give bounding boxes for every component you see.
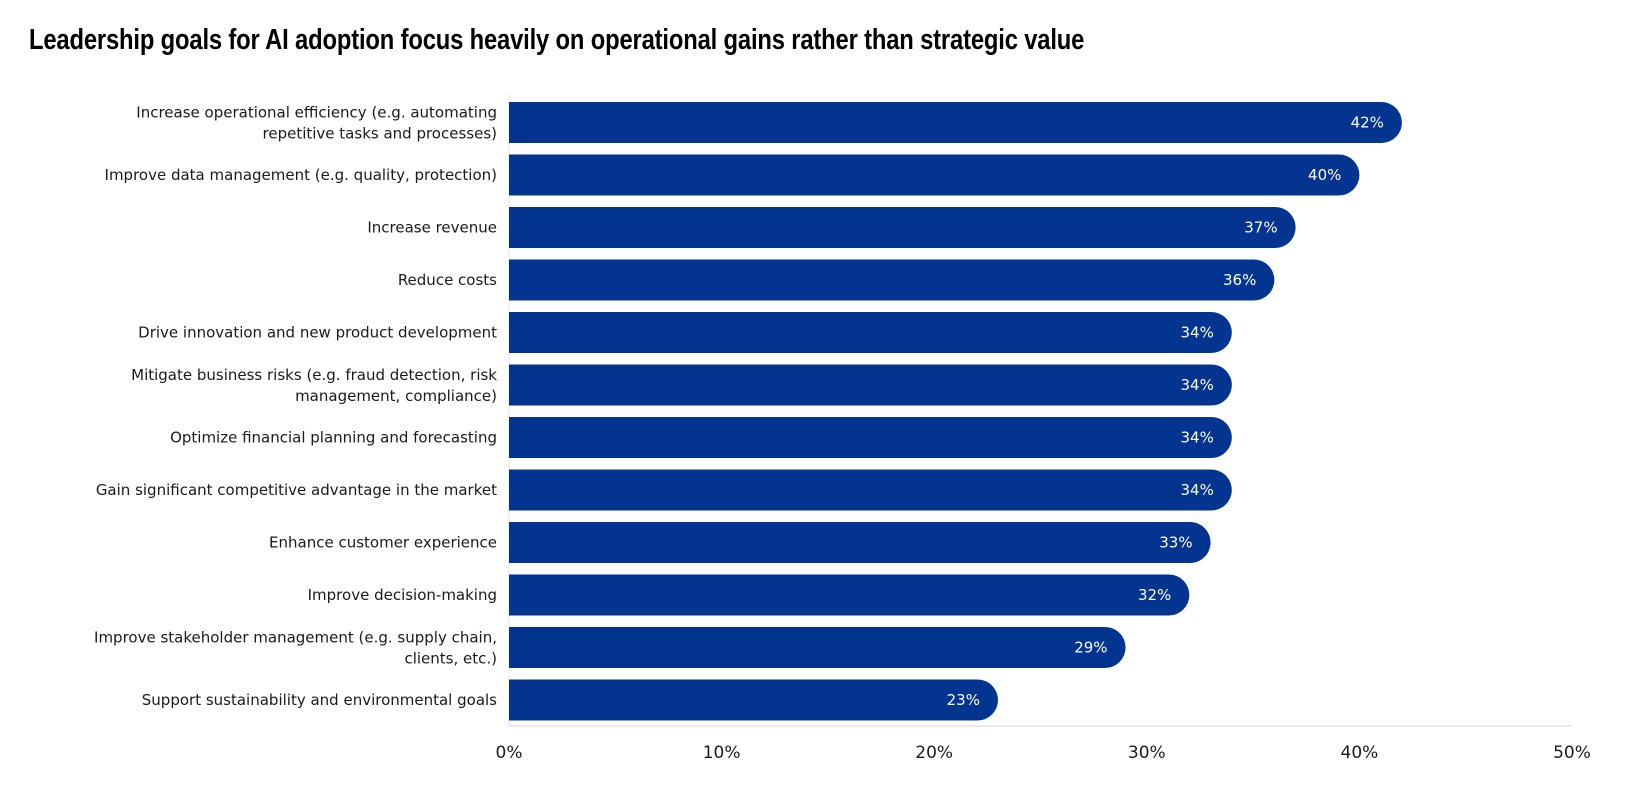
data-label: 42% — [1351, 114, 1384, 132]
x-tick-label: 0% — [496, 743, 523, 763]
bar — [509, 522, 1211, 563]
category-label: Reduce costs — [398, 271, 497, 289]
x-tick-label: 20% — [915, 743, 953, 763]
data-label: 29% — [1074, 639, 1107, 657]
bar — [509, 102, 1402, 143]
x-tick-label: 10% — [703, 743, 741, 763]
chart-title: Leadership goals for AI adoption focus h… — [29, 24, 1085, 56]
data-label: 34% — [1180, 376, 1213, 394]
data-label: 23% — [947, 691, 980, 709]
x-tick-label: 30% — [1128, 743, 1166, 763]
category-label: Improve data management (e.g. quality, p… — [105, 166, 497, 184]
category-label: Enhance customer experience — [269, 534, 497, 552]
bar — [509, 259, 1275, 301]
category-label: Improve stakeholder management (e.g. sup… — [94, 629, 497, 647]
bar — [509, 417, 1232, 458]
bar — [509, 207, 1296, 248]
data-label: 36% — [1223, 271, 1256, 289]
data-label: 34% — [1180, 324, 1213, 342]
bar — [509, 469, 1232, 511]
data-label: 33% — [1159, 534, 1192, 552]
category-label: management, compliance) — [295, 387, 497, 405]
category-label: clients, etc.) — [404, 650, 497, 668]
category-label: Drive innovation and new product develop… — [138, 324, 497, 342]
category-label: repetitive tasks and processes) — [263, 125, 497, 143]
category-label: Increase revenue — [367, 219, 497, 237]
category-label: Mitigate business risks (e.g. fraud dete… — [131, 366, 497, 384]
bar — [509, 154, 1360, 196]
category-label: Improve decision-making — [308, 586, 497, 604]
bar — [509, 364, 1232, 406]
category-label: Increase operational efficiency (e.g. au… — [136, 104, 497, 122]
data-label: 32% — [1138, 586, 1171, 604]
category-label: Gain significant competitive advantage i… — [96, 481, 497, 499]
bar — [509, 312, 1232, 353]
bar — [509, 627, 1126, 668]
data-label: 37% — [1244, 219, 1277, 237]
x-tick-label: 40% — [1341, 743, 1379, 763]
data-label: 40% — [1308, 166, 1341, 184]
category-label: Optimize financial planning and forecast… — [170, 429, 497, 447]
x-tick-label: 50% — [1553, 743, 1591, 763]
bar — [509, 679, 998, 721]
data-label: 34% — [1180, 429, 1213, 447]
category-label: Support sustainability and environmental… — [142, 691, 497, 709]
data-label: 34% — [1180, 481, 1213, 499]
bar — [509, 574, 1190, 616]
